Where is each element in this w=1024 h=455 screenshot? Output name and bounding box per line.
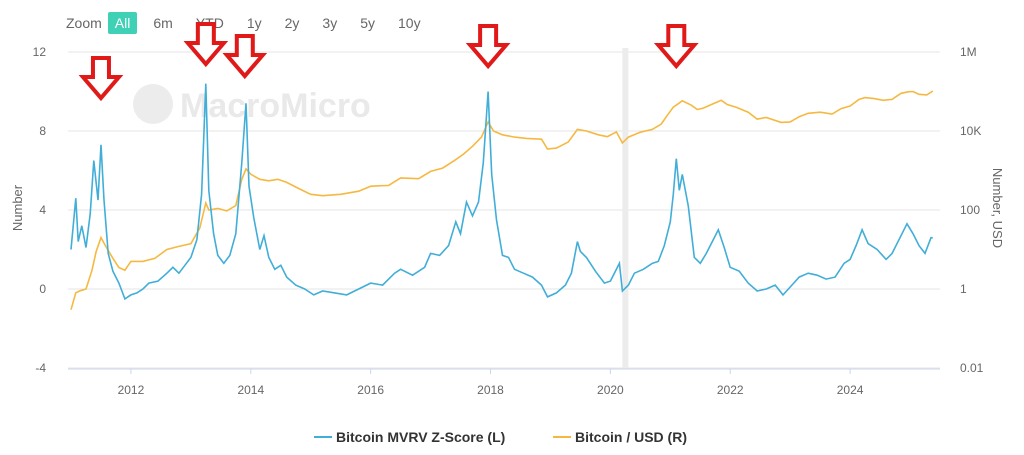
y-left-axis-title: Number	[10, 184, 25, 231]
shaded-band	[622, 48, 629, 368]
y-right-tick-label: 1M	[960, 45, 977, 59]
legend-label-zscore[interactable]: Bitcoin MVRV Z-Score (L)	[336, 429, 505, 445]
series-line-bitcoin-usd	[70, 90, 934, 310]
x-tick-label: 2016	[357, 383, 384, 397]
zoom-2y-button[interactable]: 2y	[284, 15, 300, 31]
zoom-bar: Zoom All 6m YTD 1y 2y 3y 5y 10y	[66, 11, 437, 35]
y-right-tick-label: 0.01	[960, 361, 984, 375]
red-down-arrow-icon	[183, 22, 229, 68]
zoom-5y-button[interactable]: 5y	[360, 15, 375, 31]
y-left-tick-label: -4	[35, 361, 46, 375]
zoom-3y-button[interactable]: 3y	[322, 15, 338, 31]
y-left-tick-label: 4	[39, 203, 46, 217]
red-down-arrow-icon	[653, 24, 699, 70]
x-tick-label: 2024	[837, 383, 864, 397]
zoom-1y-button[interactable]: 1y	[246, 15, 262, 31]
x-tick-label: 2022	[717, 383, 744, 397]
arrow-annotations	[78, 22, 699, 102]
x-tick-label: 2014	[237, 383, 264, 397]
zoom-label: Zoom	[66, 15, 102, 31]
y-right-tick-label: 10K	[960, 124, 981, 138]
series-line-mvrv-zscore	[70, 83, 933, 301]
y-left-tick-label: 12	[33, 45, 47, 59]
watermark: MacroMicro	[133, 84, 371, 125]
zoom-6m-button[interactable]: 6m	[153, 15, 173, 31]
y-right-ticks: 0.01 1 100 10K 1M	[960, 45, 984, 375]
x-axis-ticks: 2012 2014 2016 2018 2020 2022 2024	[118, 369, 864, 397]
red-down-arrow-icon	[78, 56, 124, 102]
red-down-arrow-icon	[465, 24, 511, 70]
y-left-tick-label: 8	[39, 124, 46, 138]
zoom-all-button[interactable]: All	[107, 12, 138, 34]
legend-label-price[interactable]: Bitcoin / USD (R)	[575, 429, 687, 445]
red-down-arrow-icon	[222, 34, 268, 80]
y-right-tick-label: 100	[960, 203, 980, 217]
watermark-text: MacroMicro	[180, 87, 371, 125]
y-right-tick-label: 1	[960, 282, 967, 296]
x-tick-label: 2018	[477, 383, 504, 397]
legend: Bitcoin MVRV Z-Score (L) Bitcoin / USD (…	[314, 429, 687, 445]
y-left-tick-label: 0	[39, 282, 46, 296]
y-right-axis-title: Number, USD	[990, 168, 1005, 248]
x-tick-label: 2020	[597, 383, 624, 397]
x-tick-label: 2012	[118, 383, 145, 397]
watermark-logo-icon	[133, 84, 173, 124]
y-left-ticks: -4 0 4 8 12	[33, 45, 47, 375]
zoom-10y-button[interactable]: 10y	[398, 15, 421, 31]
